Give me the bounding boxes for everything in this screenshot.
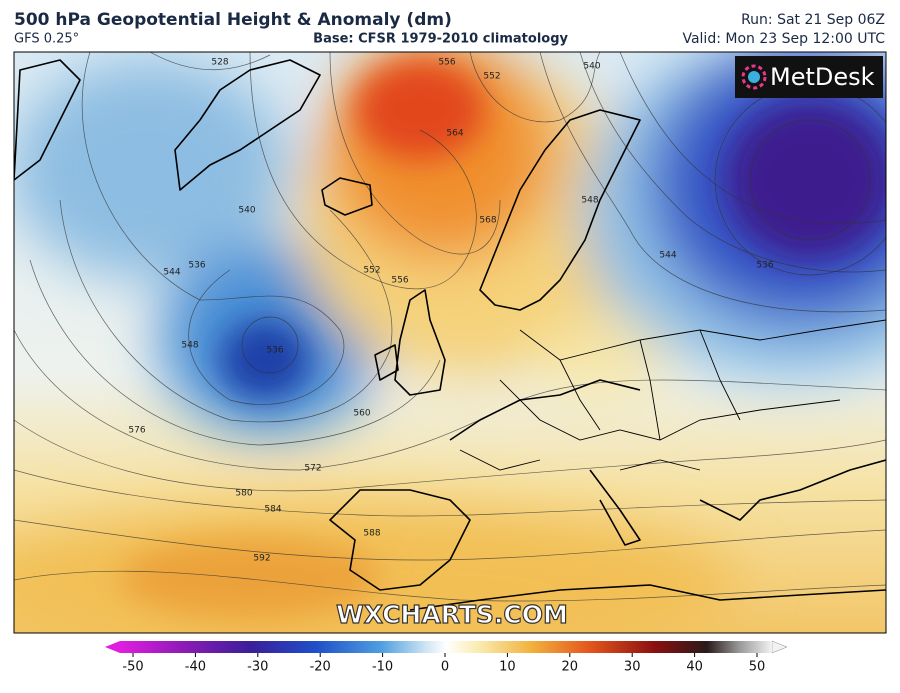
contour-label: 548 — [581, 196, 598, 206]
borders — [459, 319, 886, 471]
colorbar-tick-label: -10 — [372, 660, 393, 675]
colorbar-tick-label: 50 — [749, 660, 766, 675]
title: 500 hPa Geopotential Height & Anomaly (d… — [14, 10, 452, 30]
contour-label: 584 — [264, 505, 281, 515]
contour-label: 556 — [438, 58, 455, 68]
base-note: Base: CFSR 1979-2010 climatology — [313, 32, 568, 47]
colorbar-tick-label: 20 — [562, 660, 579, 675]
contour-label: 560 — [353, 409, 370, 419]
contour-label: 592 — [253, 554, 270, 564]
colorbar-tick-label: 0 — [441, 660, 449, 675]
contour-label: 568 — [479, 216, 496, 226]
contour-label: 544 — [163, 268, 180, 278]
colorbar-tick-label: -50 — [122, 660, 143, 675]
colorbar-tick-label: -40 — [185, 660, 206, 675]
map: 528 556 552 540 564 568 548 540 544 536 552 556 544 5… — [14, 52, 886, 633]
contour-label: 588 — [363, 529, 380, 539]
colorbar-tick-label: 40 — [686, 660, 703, 675]
contour-label: 536 — [756, 261, 773, 271]
contour-label: 536 — [188, 261, 205, 271]
contour-label: 552 — [483, 72, 500, 82]
colorbar: -50 -40 -30 -20 -10 0 10 20 30 40 50 — [105, 640, 788, 675]
contour-label: 540 — [583, 62, 600, 72]
contour-label: 536 — [266, 346, 283, 356]
contour-label: 528 — [211, 58, 228, 68]
logo-text: MetDesk — [770, 63, 875, 91]
contour-label: 576 — [128, 426, 145, 436]
contour-label: 556 — [391, 276, 408, 286]
model: GFS 0.25° — [14, 32, 79, 47]
colorbar-tick-label: 30 — [624, 660, 641, 675]
coastlines — [14, 59, 886, 611]
contour-label: 580 — [235, 489, 252, 499]
colorbar-tick-label: -20 — [310, 660, 331, 675]
colorbar-tick-label: 10 — [499, 660, 516, 675]
watermark: WXCHARTS.COM — [336, 600, 568, 629]
colorbar-tick-label: -30 — [247, 660, 268, 675]
contour-labels: 528 556 552 540 564 568 548 540 544 536 552 556 544 5… — [128, 58, 773, 564]
contour-label: 544 — [659, 251, 676, 261]
contour-label: 552 — [363, 266, 380, 276]
contour-label: 548 — [181, 341, 198, 351]
run-time: Run: Sat 21 Sep 06Z — [741, 12, 885, 28]
logo: MetDesk — [735, 56, 883, 98]
contour-label: 572 — [304, 464, 321, 474]
contour-label: 540 — [238, 206, 255, 216]
contour-label: 564 — [446, 129, 463, 139]
contours — [14, 52, 886, 602]
valid-time: Valid: Mon 23 Sep 12:00 UTC — [682, 31, 885, 47]
